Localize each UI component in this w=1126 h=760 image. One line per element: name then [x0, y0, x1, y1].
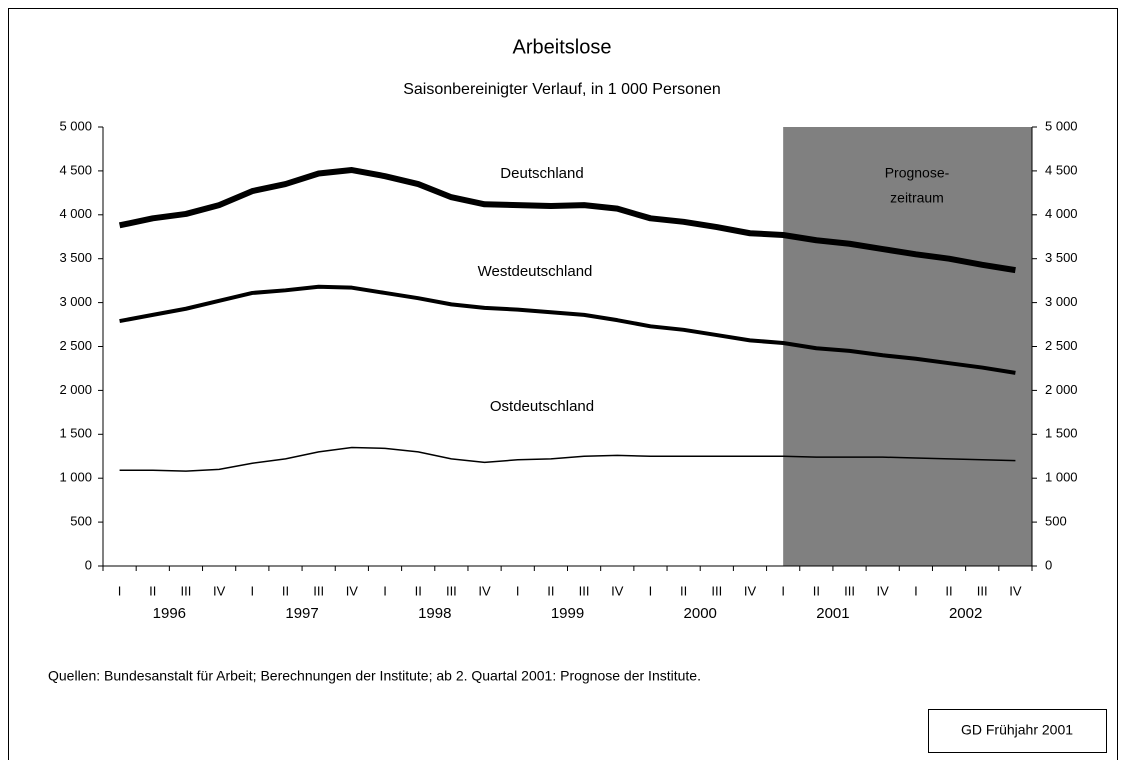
year-label: 1996	[153, 605, 186, 622]
x-tick-label: II	[149, 583, 156, 598]
x-tick-label: II	[945, 583, 952, 598]
y2-tick-label: 3 000	[1045, 294, 1078, 309]
y-tick-label: 1 000	[59, 470, 92, 485]
y2-tick-label: 500	[1045, 514, 1067, 529]
series-line	[119, 446, 1016, 472]
y2-tick-label: 1 000	[1045, 470, 1078, 485]
chart-title: Arbeitslose	[513, 36, 612, 58]
x-tick-label: I	[383, 583, 387, 598]
year-label: 2002	[949, 605, 982, 622]
x-tick-label: III	[181, 583, 192, 598]
x-tick-label: III	[579, 583, 590, 598]
x-tick-label: II	[680, 583, 687, 598]
y-tick-label: 4 000	[59, 206, 92, 221]
y2-tick-label: 4 000	[1045, 206, 1078, 221]
x-tick-label: IV	[478, 583, 491, 598]
x-tick-label: II	[415, 583, 422, 598]
year-label: 2001	[816, 605, 849, 622]
x-tick-label: I	[118, 583, 122, 598]
x-tick-label: I	[649, 583, 653, 598]
y2-tick-label: 1 500	[1045, 426, 1078, 441]
x-tick-label: IV	[213, 583, 226, 598]
y-tick-label: 0	[85, 557, 92, 572]
y-tick-label: 3 500	[59, 250, 92, 265]
y2-tick-label: 2 000	[1045, 382, 1078, 397]
y2-tick-label: 2 500	[1045, 338, 1078, 353]
year-label: 1998	[418, 605, 451, 622]
x-tick-label: IV	[611, 583, 624, 598]
forecast-label: Prognose-	[885, 165, 950, 181]
year-label: 2000	[684, 605, 717, 622]
y-tick-label: 4 500	[59, 162, 92, 177]
year-label: 1997	[285, 605, 318, 622]
series-label: Westdeutschland	[478, 263, 593, 280]
y2-tick-label: 5 000	[1045, 118, 1078, 133]
x-tick-label: II	[813, 583, 820, 598]
y-tick-label: 3 000	[59, 294, 92, 309]
x-tick-label: III	[446, 583, 457, 598]
y2-tick-label: 3 500	[1045, 250, 1078, 265]
source-note: Quellen: Bundesanstalt für Arbeit; Berec…	[48, 668, 701, 684]
badge-box	[928, 709, 1107, 753]
frame	[8, 8, 1118, 760]
year-label: 1999	[551, 605, 584, 622]
x-tick-label: IV	[744, 583, 757, 598]
x-tick-label: IV	[1009, 583, 1022, 598]
forecast-label: zeitraum	[890, 190, 944, 206]
chart-subtitle: Saisonbereinigter Verlauf, in 1 000 Pers…	[403, 81, 721, 98]
series-line	[118, 167, 1016, 274]
x-tick-label: I	[250, 583, 254, 598]
y-tick-label: 1 500	[59, 426, 92, 441]
y2-tick-label: 0	[1045, 557, 1052, 572]
x-tick-label: I	[914, 583, 918, 598]
y2-tick-label: 4 500	[1045, 162, 1078, 177]
series-line	[119, 284, 1016, 375]
series-label: Deutschland	[500, 165, 583, 182]
x-tick-label: I	[781, 583, 785, 598]
x-tick-label: III	[977, 583, 988, 598]
x-tick-label: III	[313, 583, 324, 598]
badge: GD Frühjahr 2001	[961, 722, 1073, 738]
x-tick-label: III	[711, 583, 722, 598]
x-tick-label: III	[844, 583, 855, 598]
forecast-region	[783, 127, 1032, 566]
y-tick-label: 500	[70, 514, 92, 529]
y-tick-label: 5 000	[59, 118, 92, 133]
series-label: Ostdeutschland	[490, 398, 594, 415]
y-tick-label: 2 500	[59, 338, 92, 353]
x-tick-label: IV	[346, 583, 359, 598]
x-tick-label: IV	[877, 583, 890, 598]
x-tick-label: II	[282, 583, 289, 598]
y-tick-label: 2 000	[59, 382, 92, 397]
x-tick-label: II	[547, 583, 554, 598]
x-tick-label: I	[516, 583, 520, 598]
